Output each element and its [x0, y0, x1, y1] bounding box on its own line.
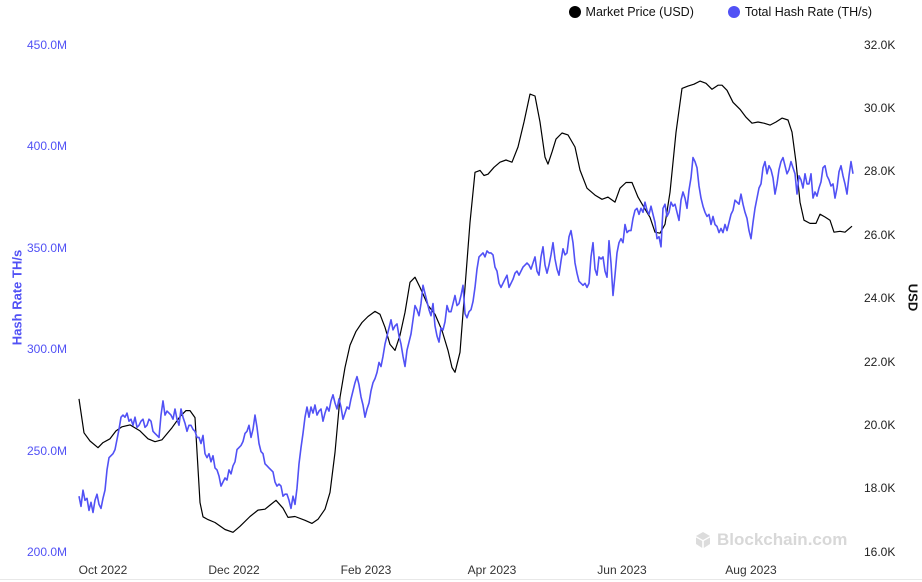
right-axis-tick: 30.0K [864, 101, 896, 115]
chart-legend: Market Price (USD) Total Hash Rate (TH/s… [568, 5, 872, 19]
market-price-line [78, 80, 853, 533]
left-axis-tick: 300.0M [27, 342, 68, 356]
right-axis-tick: 16.0K [864, 545, 896, 559]
legend-label-market-price: Market Price (USD) [585, 5, 694, 19]
legend-item-hash-rate[interactable]: Total Hash Rate (TH/s) [727, 5, 872, 19]
right-axis-tick: 28.0K [864, 164, 896, 178]
right-axis-tick: 20.0K [864, 418, 896, 432]
legend-label-hash-rate: Total Hash Rate (TH/s) [744, 5, 872, 19]
x-axis-tick: Apr 2023 [467, 563, 517, 577]
right-axis-tick: 32.0K [864, 38, 896, 52]
watermark: Blockchain.com [694, 530, 847, 550]
right-axis-tick: 18.0K [864, 481, 896, 495]
x-axis-tick: Jun 2023 [597, 563, 647, 577]
right-axis-tick: 26.0K [864, 228, 896, 242]
x-axis-tick: Dec 2022 [208, 563, 260, 577]
x-axis-tick: Oct 2022 [78, 563, 128, 577]
circle-dot-icon [568, 6, 581, 18]
right-axis-tick: 24.0K [864, 291, 896, 305]
hash-rate-line [78, 156, 854, 514]
left-axis-tick: 350.0M [27, 241, 68, 255]
x-axis-tick: Aug 2023 [725, 563, 777, 577]
x-axis-baseline [0, 579, 922, 580]
watermark-text: Blockchain.com [717, 530, 848, 549]
left-axis-tick: 250.0M [27, 444, 68, 458]
left-axis-tick: 450.0M [27, 38, 68, 52]
left-axis-tick: 200.0M [27, 545, 68, 559]
legend-item-market-price[interactable]: Market Price (USD) [568, 5, 694, 19]
left-axis-tick: 400.0M [27, 139, 68, 153]
circle-dot-icon [727, 6, 740, 18]
x-axis-tick: Feb 2023 [340, 563, 392, 577]
right-axis-tick: 22.0K [864, 355, 896, 369]
blockchain-logo-icon [696, 532, 710, 548]
